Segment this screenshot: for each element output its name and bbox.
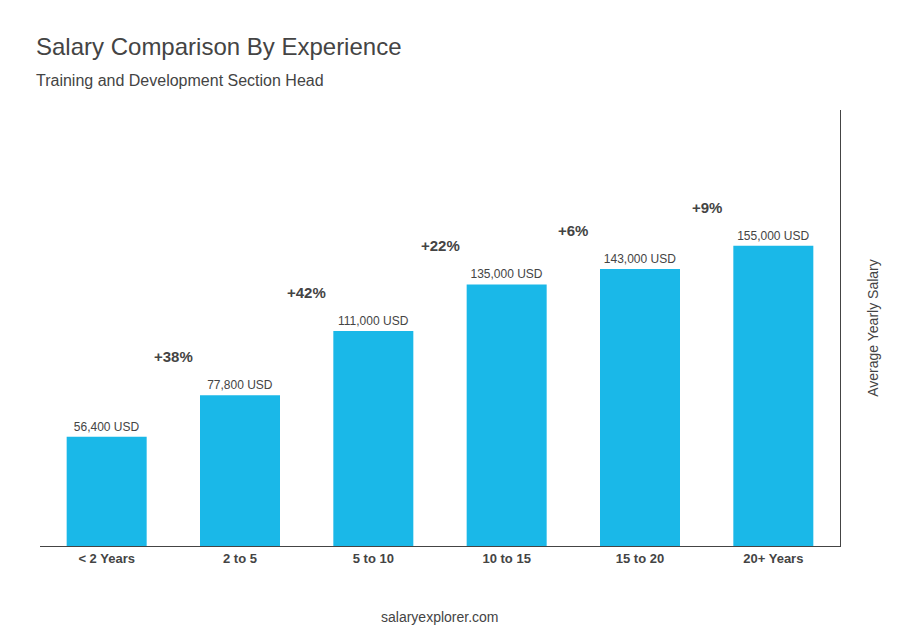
svg-text:5 to 10: 5 to 10: [353, 551, 394, 566]
svg-text:155,000 USD: 155,000 USD: [737, 229, 809, 243]
svg-text:< 2 Years: < 2 Years: [78, 551, 135, 566]
svg-text:77,800 USD: 77,800 USD: [207, 378, 273, 392]
svg-text:143,000 USD: 143,000 USD: [604, 252, 676, 266]
svg-text:+6%: +6%: [558, 222, 588, 239]
svg-text:Average Yearly Salary: Average Yearly Salary: [865, 259, 881, 397]
svg-text:10 to 15: 10 to 15: [482, 551, 530, 566]
svg-text:salaryexplorer.com: salaryexplorer.com: [381, 609, 499, 625]
svg-text:2 to 5: 2 to 5: [223, 551, 257, 566]
svg-text:135,000 USD: 135,000 USD: [470, 267, 542, 281]
svg-text:20+ Years: 20+ Years: [743, 551, 803, 566]
svg-text:+9%: +9%: [692, 199, 722, 216]
svg-text:+38%: +38%: [154, 348, 193, 365]
svg-text:15 to 20: 15 to 20: [616, 551, 664, 566]
svg-text:56,400 USD: 56,400 USD: [74, 420, 140, 434]
svg-text:+22%: +22%: [421, 237, 460, 254]
svg-text:Salary Comparison By Experienc: Salary Comparison By Experience: [36, 33, 402, 60]
svg-text:111,000 USD: 111,000 USD: [338, 314, 409, 328]
svg-text:Training and Development Secti: Training and Development Section Head: [36, 72, 324, 89]
svg-text:+42%: +42%: [287, 284, 326, 301]
